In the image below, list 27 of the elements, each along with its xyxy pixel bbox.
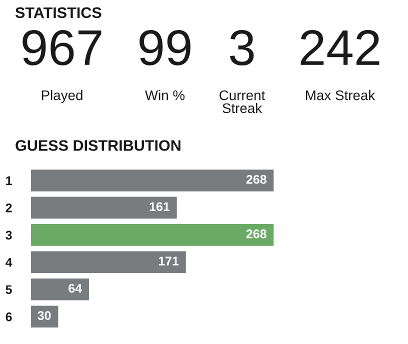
bar bbox=[31, 278, 89, 300]
data-label: 171 bbox=[158, 256, 179, 266]
text: Max Streak bbox=[306, 90, 376, 100]
bar bbox=[31, 170, 274, 192]
bar bbox=[31, 224, 274, 246]
text: Win % bbox=[144, 90, 185, 100]
data-label: 64 bbox=[68, 284, 82, 293]
data-label: 161 bbox=[150, 202, 170, 212]
y-tick-label: 2 bbox=[6, 203, 12, 212]
text: 99 bbox=[140, 30, 190, 66]
y-tick-label: 1 bbox=[6, 176, 12, 185]
text: STATISTICS bbox=[15, 7, 102, 18]
bar bbox=[31, 251, 186, 274]
data-label: 268 bbox=[246, 229, 266, 238]
y-tick-label: 5 bbox=[6, 285, 12, 294]
y-tick-label: 4 bbox=[6, 258, 12, 267]
chart-title: GUESS DISTRIBUTION bbox=[16, 140, 180, 151]
data-label: 30 bbox=[38, 311, 51, 320]
text: Current Streak bbox=[220, 90, 266, 114]
text: 967 bbox=[22, 30, 102, 66]
text: Played bbox=[42, 90, 82, 103]
text: 242 bbox=[300, 30, 380, 65]
text: 3 bbox=[230, 30, 254, 66]
y-tick-label: 3 bbox=[6, 230, 12, 240]
bar bbox=[31, 196, 177, 219]
data-label: 268 bbox=[246, 174, 266, 184]
y-tick-label: 6 bbox=[6, 312, 12, 322]
